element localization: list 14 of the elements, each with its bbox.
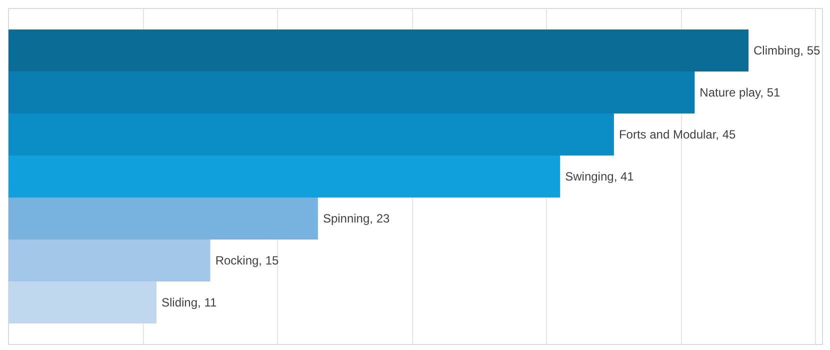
data-label: Climbing, 55 <box>754 44 821 58</box>
bar <box>8 198 318 240</box>
bar <box>8 240 210 282</box>
bar <box>8 114 614 156</box>
bar <box>8 72 695 114</box>
data-label: Nature play, 51 <box>700 86 780 100</box>
bar <box>8 282 156 324</box>
data-label: Sliding, 11 <box>162 296 217 310</box>
bar <box>8 156 560 198</box>
bar <box>8 30 748 72</box>
data-label: Rocking, 15 <box>215 254 280 268</box>
data-label: Forts and Modular, 45 <box>618 128 736 142</box>
data-label: Spinning, 23 <box>322 212 390 226</box>
data-label: Swinging, 41 <box>565 170 634 184</box>
